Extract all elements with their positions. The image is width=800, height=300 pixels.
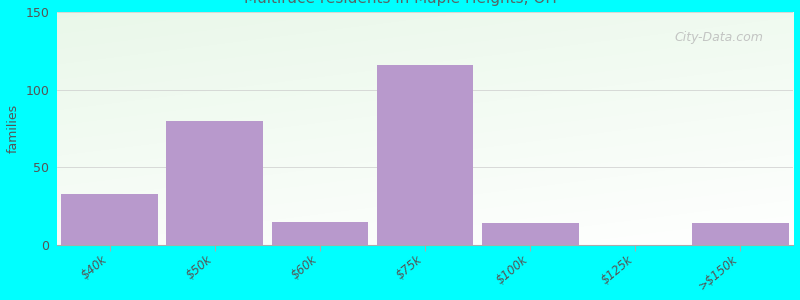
- Text: City-Data.com: City-Data.com: [674, 31, 764, 44]
- Y-axis label: families: families: [7, 104, 20, 153]
- Bar: [692, 223, 789, 245]
- Text: Multirace residents in Maple Heights, OH: Multirace residents in Maple Heights, OH: [243, 0, 557, 6]
- Bar: [62, 194, 158, 245]
- Bar: [377, 65, 474, 245]
- Bar: [271, 221, 368, 245]
- Bar: [482, 223, 578, 245]
- Bar: [166, 121, 263, 245]
